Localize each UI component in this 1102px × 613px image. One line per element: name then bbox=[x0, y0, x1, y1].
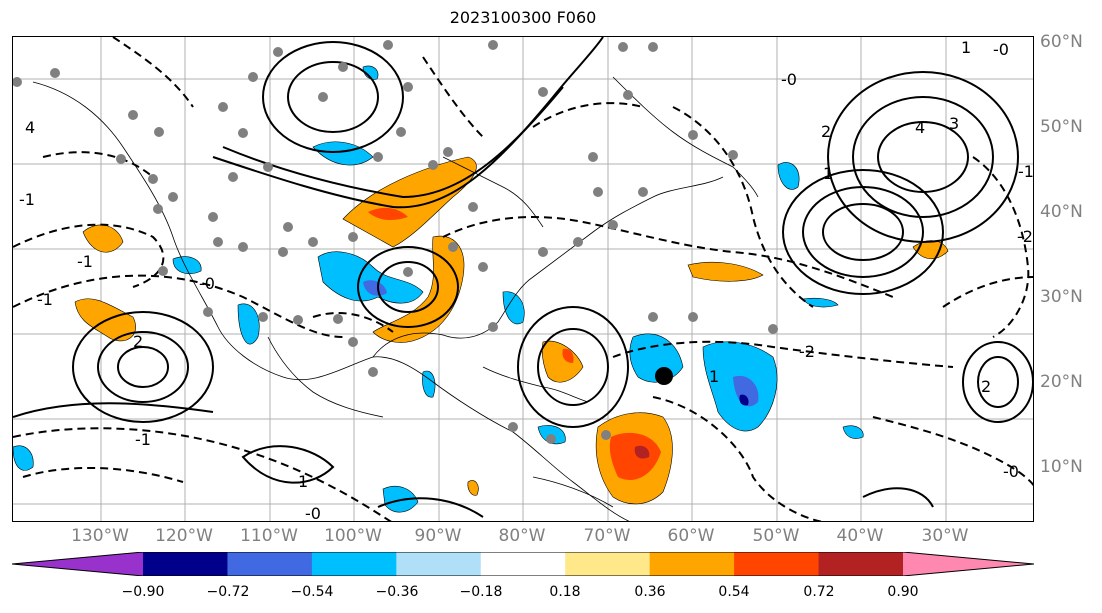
shaded-anomalies bbox=[13, 65, 949, 513]
lon-label: 70°W bbox=[583, 526, 631, 546]
contour-label: 1 bbox=[709, 367, 719, 386]
station-markers bbox=[13, 40, 778, 444]
colorbar-cell bbox=[565, 552, 651, 576]
colorbar-extension-low bbox=[12, 552, 143, 576]
colorbar-cell bbox=[311, 552, 397, 576]
colorbar-tick-label: −0.54 bbox=[290, 584, 334, 600]
colorbar-tick-label: 0.18 bbox=[549, 584, 581, 600]
colorbar-tick-label: 0.54 bbox=[718, 584, 750, 600]
contour-label: 2 bbox=[821, 122, 831, 141]
colorbar-cell bbox=[227, 552, 313, 576]
contour-label: 4 bbox=[915, 118, 925, 137]
contour-label: -0 bbox=[781, 70, 797, 89]
contour-labels: 1 -0 2 4 3 -1 -2 1 -0 2 4 -1 -2 2 -0 -1 … bbox=[19, 38, 1034, 522]
colorbar-cell bbox=[818, 552, 904, 576]
lon-label: 40°W bbox=[836, 526, 884, 546]
contour-label: 1 bbox=[961, 38, 971, 57]
map-canvas: 1 -0 2 4 3 -1 -2 1 -0 2 4 -1 -2 2 -0 -1 … bbox=[13, 37, 1034, 522]
contour-label: -1 bbox=[77, 252, 93, 271]
contour-label: 3 bbox=[949, 114, 959, 133]
map-panel[interactable]: 1 -0 2 4 3 -1 -2 1 -0 2 4 -1 -2 2 -0 -1 … bbox=[12, 36, 1034, 522]
solid-contours bbox=[13, 37, 1033, 518]
colorbar-cell bbox=[649, 552, 735, 576]
coastlines bbox=[32, 76, 759, 521]
colorbar-cell bbox=[396, 552, 482, 576]
lon-label: 100°W bbox=[324, 526, 382, 546]
dashed-contours bbox=[13, 37, 1033, 521]
contour-label: 1 bbox=[298, 472, 308, 491]
lat-label: 30°N bbox=[1040, 287, 1083, 307]
colorbar-tick-label: −0.36 bbox=[375, 584, 419, 600]
colorbar bbox=[12, 552, 1034, 576]
lon-label: 90°W bbox=[414, 526, 462, 546]
contour-label: -1 bbox=[135, 430, 151, 449]
colorbar-extension-high bbox=[903, 552, 1034, 576]
colorbar-cells bbox=[12, 552, 1034, 576]
lon-label: 50°W bbox=[752, 526, 800, 546]
colorbar-tick-label: −0.18 bbox=[459, 584, 503, 600]
contour-label: 1 bbox=[823, 164, 833, 183]
graticule bbox=[13, 37, 1033, 521]
colorbar-tick-label: 0.90 bbox=[887, 584, 919, 600]
contour-label: -2 bbox=[1017, 227, 1033, 246]
lat-label: 60°N bbox=[1040, 32, 1083, 52]
lon-label: 30°W bbox=[921, 526, 969, 546]
contour-label: -0 bbox=[305, 504, 321, 522]
colorbar-cell bbox=[734, 552, 820, 576]
contour-label: 4 bbox=[25, 118, 35, 137]
lat-label: 10°N bbox=[1040, 457, 1083, 477]
contour-label: -0 bbox=[993, 40, 1009, 59]
lon-label: 60°W bbox=[667, 526, 715, 546]
lat-label: 40°N bbox=[1040, 202, 1083, 222]
contour-label: -1 bbox=[19, 190, 35, 209]
contour-label: -1 bbox=[37, 290, 53, 309]
lon-label: 80°W bbox=[498, 526, 546, 546]
colorbar-tick-label: −0.72 bbox=[206, 584, 250, 600]
colorbar-cell bbox=[143, 552, 228, 576]
contour-label: -0 bbox=[1003, 462, 1019, 481]
lat-label: 20°N bbox=[1040, 372, 1083, 392]
colorbar-tick-label: 0.36 bbox=[634, 584, 666, 600]
lon-label: 130°W bbox=[71, 526, 129, 546]
storm-center-marker bbox=[655, 367, 673, 385]
colorbar-tick-label: 0.72 bbox=[803, 584, 835, 600]
colorbar-cell bbox=[480, 552, 566, 576]
contour-label: -1 bbox=[1018, 162, 1034, 181]
contour-label: -0 bbox=[199, 274, 215, 293]
colorbar-tick-label: −0.90 bbox=[121, 584, 165, 600]
contour-label: -2 bbox=[799, 342, 815, 361]
lat-label: 50°N bbox=[1040, 117, 1083, 137]
contour-label: 2 bbox=[981, 377, 991, 396]
contour-label: 2 bbox=[133, 332, 143, 351]
map-title: 2023100300 F060 bbox=[449, 8, 597, 27]
lon-label: 110°W bbox=[240, 526, 298, 546]
lon-label: 120°W bbox=[155, 526, 213, 546]
